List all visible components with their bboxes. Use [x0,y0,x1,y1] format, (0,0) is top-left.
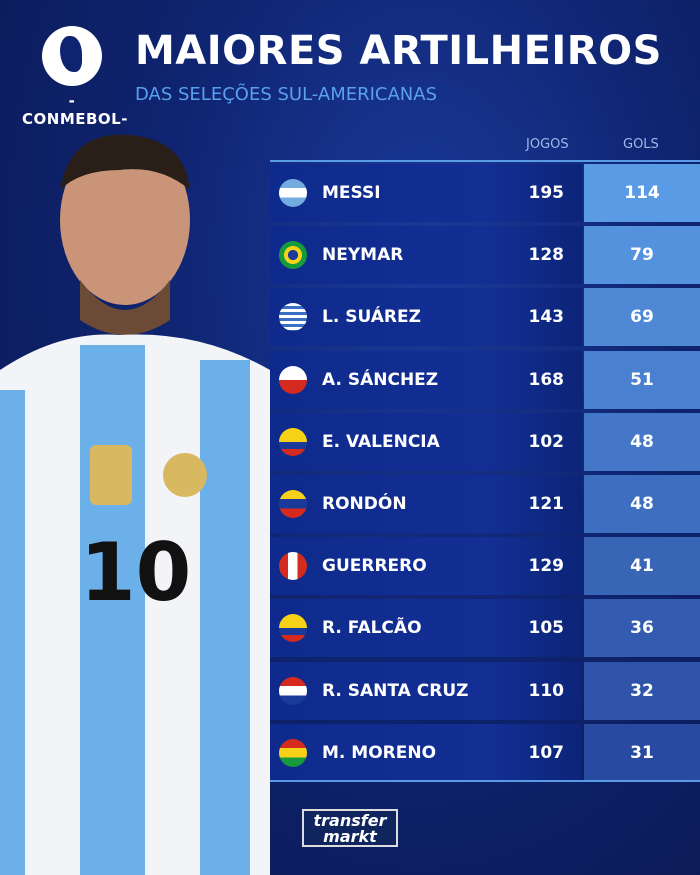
player-name: R. FALCÃO [322,618,422,639]
goals-value: 36 [584,599,700,658]
goals-value: 51 [584,350,700,409]
player-name: L. SUÁREZ [322,307,421,328]
flag-icon [279,179,307,207]
goals-value: 48 [584,475,700,533]
table-bottom-line [270,780,700,782]
games-value: 129 [528,556,565,577]
games-value: 128 [528,245,565,266]
player-name: NEYMAR [322,245,404,266]
games-value: 102 [528,431,565,452]
column-header-games: JOGOS [526,137,569,152]
flag-icon [279,676,307,705]
table-row: R. FALCÃO 105 36 [270,599,700,658]
table-row: M. MORENO 107 31 [270,723,700,782]
player-cell: L. SUÁREZ 143 [270,288,582,347]
table-row: GUERRERO 129 41 [270,537,700,596]
player-name: R. SANTA CRUZ [322,680,469,701]
conmebol-logo: -CONMEBOL- [22,26,128,128]
table-row: L. SUÁREZ 143 69 [270,288,700,347]
goals-value: 31 [584,723,700,782]
player-cell: NEYMAR 128 [270,226,582,285]
goals-value: 114 [584,164,700,222]
table-row: R. SANTA CRUZ 110 32 [270,661,700,720]
table-row: RONDÓN 121 48 [270,475,700,533]
table-row: A. SÁNCHEZ 168 51 [270,350,700,409]
flag-icon [279,303,307,332]
player-name: E. VALENCIA [322,431,440,452]
player-cell: M. MORENO 107 [270,723,582,782]
player-cell: RONDÓN 121 [270,475,582,533]
flag-icon [279,241,307,270]
goals-value: 69 [584,288,700,347]
flag-icon [279,427,307,456]
table-row: MESSI 195 114 [270,164,700,222]
table-row: E. VALENCIA 102 48 [270,412,700,471]
player-name: GUERRERO [322,556,427,577]
flag-icon [279,552,307,581]
goals-value: 79 [584,226,700,285]
page-title: MAIORES ARTILHEIROS [135,28,662,74]
player-name: M. MORENO [322,742,437,763]
flag-icon [279,365,307,394]
player-name: MESSI [322,183,381,203]
column-header-goals: GOLS [623,137,659,152]
goals-value: 32 [584,661,700,720]
player-cell: A. SÁNCHEZ 168 [270,350,582,409]
player-photo: 10 [0,134,270,875]
flag-icon [279,738,307,767]
logo-text: -CONMEBOL- [22,92,128,128]
games-value: 143 [528,307,565,328]
games-value: 110 [528,680,565,701]
player-cell: MESSI 195 [270,164,582,222]
table-row: NEYMAR 128 79 [270,226,700,285]
games-value: 195 [528,183,565,203]
conmebol-ball-icon [42,26,102,86]
player-cell: R. FALCÃO 105 [270,599,582,658]
games-value: 107 [528,742,565,763]
player-name: A. SÁNCHEZ [322,369,439,390]
brand-line1: transfer [313,811,387,830]
games-value: 105 [528,618,565,639]
games-value: 121 [528,494,565,514]
brand-line2: markt [323,827,377,846]
player-cell: E. VALENCIA 102 [270,412,582,471]
games-value: 168 [528,369,565,390]
player-name: RONDÓN [322,494,407,514]
flag-icon [279,490,307,518]
transfermarkt-logo: transfer markt [302,809,398,847]
goals-value: 48 [584,412,700,471]
scorers-table: MESSI 195 114 NEYMAR 128 79 L. SUÁREZ 14… [270,160,700,782]
jersey-number: 10 [80,526,191,619]
player-cell: GUERRERO 129 [270,537,582,596]
flag-icon [279,614,307,643]
player-cell: R. SANTA CRUZ 110 [270,661,582,720]
goals-value: 41 [584,537,700,596]
page-subtitle: DAS SELEÇÕES SUL-AMERICANAS [135,84,437,105]
